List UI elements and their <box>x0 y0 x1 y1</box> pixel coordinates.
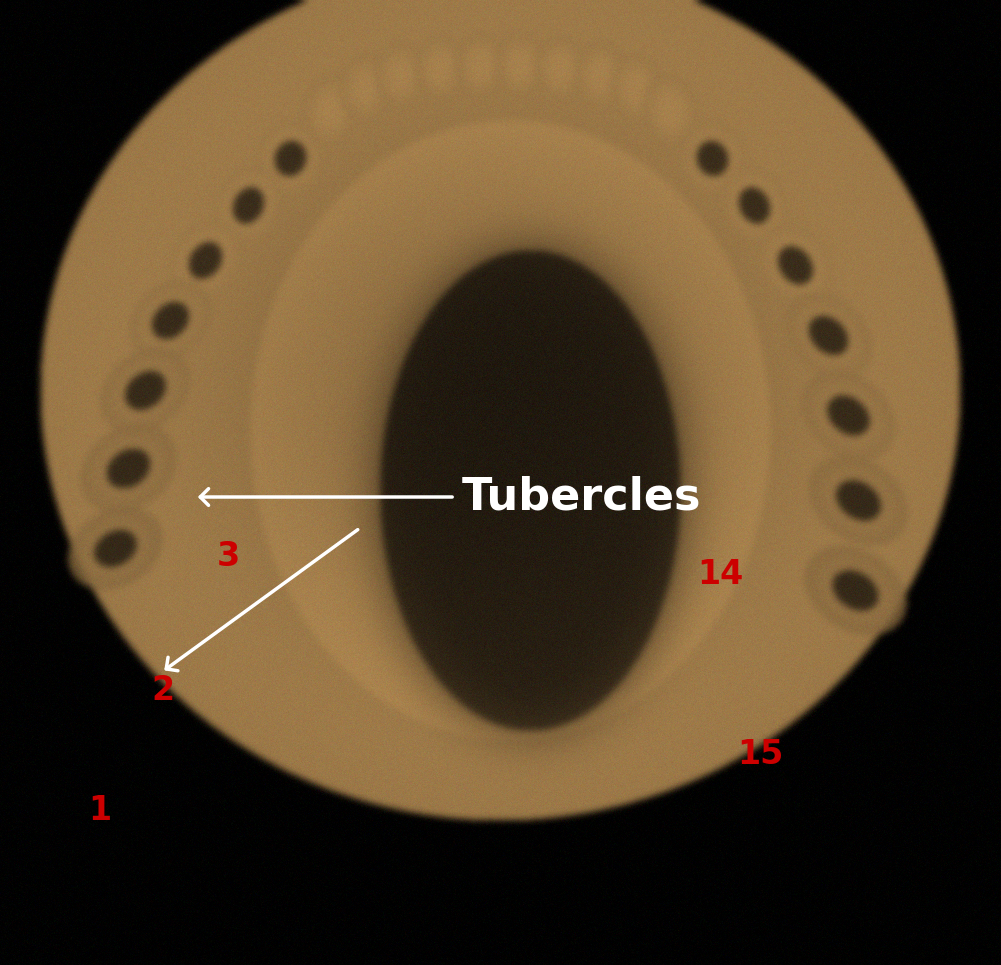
Text: 1: 1 <box>88 793 111 826</box>
Text: 14: 14 <box>697 559 743 592</box>
Text: Tubercles: Tubercles <box>462 476 702 518</box>
Text: 15: 15 <box>737 738 783 771</box>
Text: 2: 2 <box>151 674 174 706</box>
Text: 3: 3 <box>216 539 239 572</box>
